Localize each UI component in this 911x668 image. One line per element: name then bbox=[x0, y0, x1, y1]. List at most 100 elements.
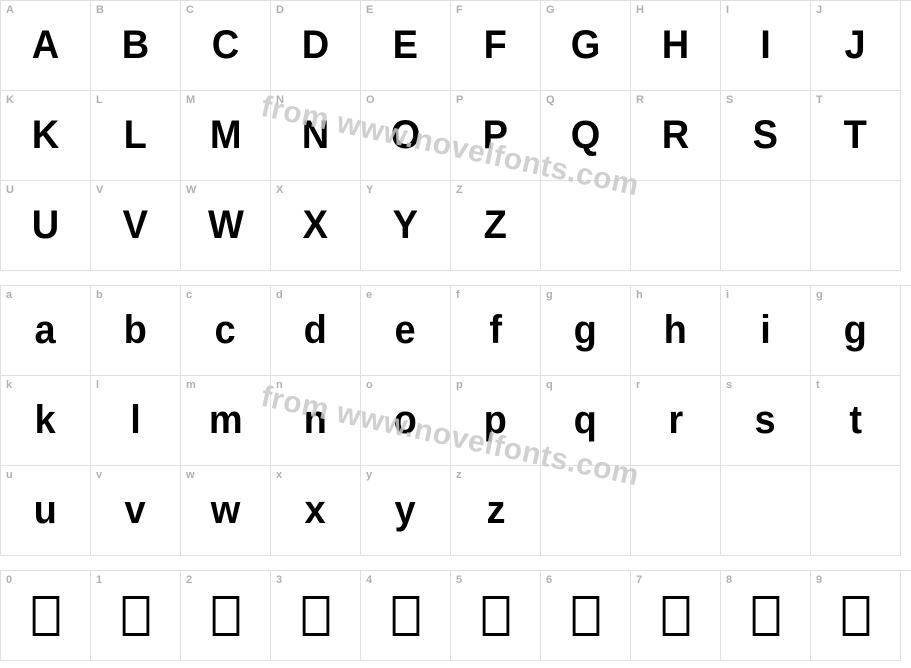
glyph-character: J bbox=[845, 23, 866, 68]
cell-label: 5 bbox=[456, 574, 462, 586]
missing-glyph-icon bbox=[842, 596, 869, 636]
section-spacer bbox=[0, 271, 911, 285]
glyph-cell: qq bbox=[541, 376, 631, 466]
glyph-cell: JJ bbox=[811, 1, 901, 91]
glyph-character: b bbox=[124, 308, 147, 353]
glyph-cell: bb bbox=[91, 286, 181, 376]
glyph-character: e bbox=[395, 308, 416, 353]
glyph-character: x bbox=[305, 488, 326, 533]
cell-label: W bbox=[186, 184, 196, 196]
cell-label: X bbox=[276, 184, 283, 196]
cell-label: x bbox=[276, 469, 282, 481]
glyph-cell: XX bbox=[271, 181, 361, 271]
missing-glyph-icon bbox=[482, 596, 509, 636]
glyph-cell: tt bbox=[811, 376, 901, 466]
cell-label: g bbox=[546, 289, 553, 301]
glyph-character: i bbox=[760, 308, 771, 353]
missing-glyph-icon bbox=[122, 596, 149, 636]
glyph-cell: NN bbox=[271, 91, 361, 181]
cell-label: L bbox=[96, 94, 103, 106]
glyph-cell: UU bbox=[1, 181, 91, 271]
cell-label: D bbox=[276, 4, 284, 16]
cell-label: B bbox=[96, 4, 104, 16]
cell-label: a bbox=[6, 289, 12, 301]
glyph-cell: MM bbox=[181, 91, 271, 181]
glyph-character: z bbox=[486, 488, 505, 533]
cell-label: c bbox=[186, 289, 192, 301]
glyph-character: Y bbox=[393, 203, 418, 248]
cell-label: Z bbox=[456, 184, 463, 196]
missing-glyph-icon bbox=[752, 596, 779, 636]
glyph-cell: DD bbox=[271, 1, 361, 91]
glyph-character: K bbox=[32, 113, 59, 158]
cell-label: H bbox=[636, 4, 644, 16]
glyph-cell bbox=[541, 466, 631, 556]
glyph-character: r bbox=[668, 398, 683, 443]
glyph-character: C bbox=[212, 23, 239, 68]
glyph-character: M bbox=[210, 113, 242, 158]
glyph-cell: ff bbox=[451, 286, 541, 376]
cell-label: T bbox=[816, 94, 823, 106]
cell-label: G bbox=[546, 4, 555, 16]
cell-label: i bbox=[726, 289, 729, 301]
cell-label: 8 bbox=[726, 574, 732, 586]
cell-label: e bbox=[366, 289, 372, 301]
cell-label: b bbox=[96, 289, 103, 301]
glyph-cell: 7 bbox=[631, 571, 721, 661]
glyph-cell: ee bbox=[361, 286, 451, 376]
cell-label: l bbox=[96, 379, 99, 391]
missing-glyph-icon bbox=[32, 596, 59, 636]
glyph-cell: kk bbox=[1, 376, 91, 466]
cell-label: w bbox=[186, 469, 195, 481]
glyph-character: W bbox=[208, 203, 244, 248]
glyph-character: n bbox=[304, 398, 327, 443]
cell-label: d bbox=[276, 289, 283, 301]
glyph-cell: 5 bbox=[451, 571, 541, 661]
glyph-cell: BB bbox=[91, 1, 181, 91]
glyph-cell: nn bbox=[271, 376, 361, 466]
glyph-character: k bbox=[35, 398, 56, 443]
glyph-character: g bbox=[844, 308, 867, 353]
glyph-character: p bbox=[484, 398, 507, 443]
glyph-cell bbox=[631, 181, 721, 271]
glyph-cell: II bbox=[721, 1, 811, 91]
cell-label: 9 bbox=[816, 574, 822, 586]
glyph-cell bbox=[811, 466, 901, 556]
glyph-grid-uppercase: AABBCCDDEEFFGGHHIIJJKKLLMMNNOOPPQQRRSSTT… bbox=[0, 0, 911, 271]
glyph-character: R bbox=[662, 113, 689, 158]
cell-label: q bbox=[546, 379, 553, 391]
glyph-character: a bbox=[35, 308, 56, 353]
glyph-cell: pp bbox=[451, 376, 541, 466]
cell-label: C bbox=[186, 4, 194, 16]
glyph-character: Q bbox=[571, 113, 601, 158]
glyph-character: w bbox=[211, 488, 241, 533]
glyph-character: P bbox=[483, 113, 508, 158]
glyph-cell: OO bbox=[361, 91, 451, 181]
glyph-grid-digits: 0123456789 bbox=[0, 570, 911, 661]
glyph-cell: dd bbox=[271, 286, 361, 376]
glyph-cell: uu bbox=[1, 466, 91, 556]
glyph-character: y bbox=[395, 488, 416, 533]
glyph-character: Z bbox=[484, 203, 507, 248]
cell-label: N bbox=[276, 94, 284, 106]
glyph-cell: zz bbox=[451, 466, 541, 556]
cell-label: y bbox=[366, 469, 372, 481]
cell-label: 6 bbox=[546, 574, 552, 586]
glyph-cell: gg bbox=[541, 286, 631, 376]
glyph-character: B bbox=[122, 23, 149, 68]
glyph-cell: aa bbox=[1, 286, 91, 376]
glyph-cell: cc bbox=[181, 286, 271, 376]
cell-label: h bbox=[636, 289, 643, 301]
glyph-character: N bbox=[302, 113, 329, 158]
glyph-character: L bbox=[124, 113, 147, 158]
cell-label: E bbox=[366, 4, 373, 16]
cell-label: 7 bbox=[636, 574, 642, 586]
cell-label: M bbox=[186, 94, 195, 106]
glyph-cell bbox=[811, 181, 901, 271]
glyph-character: I bbox=[760, 23, 771, 68]
font-character-map: AABBCCDDEEFFGGHHIIJJKKLLMMNNOOPPQQRRSSTT… bbox=[0, 0, 911, 661]
cell-label: t bbox=[816, 379, 820, 391]
glyph-cell: 8 bbox=[721, 571, 811, 661]
glyph-cell: VV bbox=[91, 181, 181, 271]
cell-label: n bbox=[276, 379, 283, 391]
